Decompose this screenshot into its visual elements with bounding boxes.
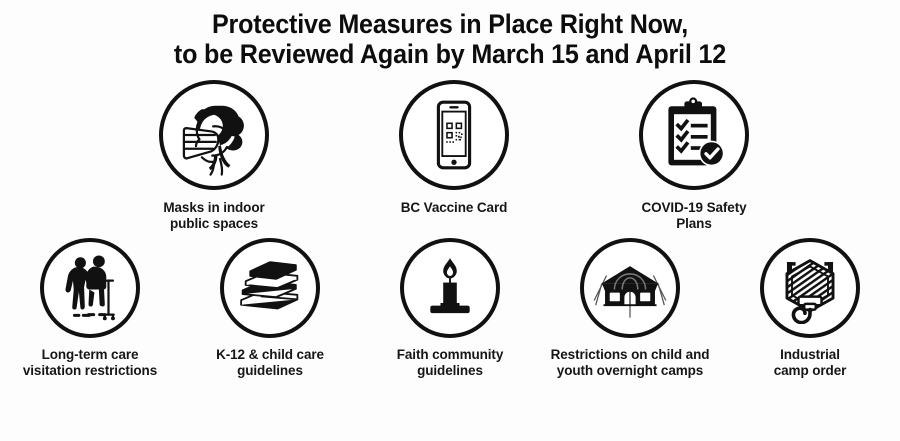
title-line-2: to be Reviewed Again by March 15 and Apr…: [173, 39, 727, 69]
measure-caption: K-12 & child care guidelines: [216, 347, 324, 379]
smartphone-qr-code-icon: [415, 96, 493, 174]
caption-line-2: guidelines: [237, 363, 303, 378]
caption-line-2: public spaces: [170, 216, 258, 231]
crane-hook-block-icon: [774, 252, 846, 324]
measure-item-faith-community[interactable]: Faith community guidelines: [360, 238, 540, 379]
stack-of-books-icon: [232, 250, 308, 326]
caption-line-1: Industrial: [780, 347, 840, 362]
page-title: Protective Measures in Place Right Now, …: [0, 0, 900, 69]
masked-face-icon: [171, 92, 257, 178]
measure-item-masks[interactable]: Masks in indoor public spaces: [94, 80, 334, 232]
caption-line-2: youth overnight camps: [556, 363, 704, 378]
title-line-1: Protective Measures in Place Right Now,: [211, 9, 689, 39]
caption-line-2: guidelines: [417, 363, 483, 378]
caption-line-1: Restrictions on child and: [550, 347, 710, 362]
measure-item-vaccine-card[interactable]: BC Vaccine Card: [334, 80, 574, 216]
caption-line-1: Faith community: [396, 347, 504, 362]
measure-item-industrial-camp[interactable]: Industrial camp order: [720, 238, 900, 379]
caption-line-1: BC Vaccine Card: [400, 200, 508, 215]
caption-line-1: K-12 & child care: [216, 347, 324, 362]
caption-line-2: Plans: [676, 216, 712, 231]
camping-tent-icon: [591, 249, 669, 327]
caption-line-2: visitation restrictions: [22, 363, 158, 378]
measure-icon-circle: [159, 80, 269, 190]
measure-caption: Faith community guidelines: [397, 347, 504, 379]
caregiver-elderly-walker-icon: [53, 251, 127, 325]
measure-item-safety-plans[interactable]: COVID-19 Safety Plans: [574, 80, 814, 232]
measure-icon-circle: [639, 80, 749, 190]
candle-flame-icon: [416, 254, 484, 322]
measures-row-1: Masks in indoor public spaces: [0, 80, 900, 232]
measure-icon-circle: [760, 238, 860, 338]
caption-line-1: Masks in indoor: [163, 200, 265, 215]
measure-icon-circle: [580, 238, 680, 338]
measure-item-overnight-camps[interactable]: Restrictions on child and youth overnigh…: [540, 238, 720, 379]
measure-item-long-term-care[interactable]: Long-term care visitation restrictions: [0, 238, 180, 379]
measure-icon-circle: [400, 238, 500, 338]
measure-icon-circle: [399, 80, 509, 190]
measure-caption: BC Vaccine Card: [401, 200, 508, 216]
measure-icon-circle: [40, 238, 140, 338]
measure-caption: Restrictions on child and youth overnigh…: [551, 347, 710, 379]
measure-caption: COVID-19 Safety Plans: [641, 200, 746, 232]
measure-icon-circle: [220, 238, 320, 338]
measure-item-k12-child-care[interactable]: K-12 & child care guidelines: [180, 238, 360, 379]
measure-caption: Long-term care visitation restrictions: [23, 347, 157, 379]
measure-caption: Masks in indoor public spaces: [163, 200, 264, 232]
measures-row-2: Long-term care visitation restrictions: [0, 238, 900, 379]
measure-caption: Industrial camp order: [774, 347, 847, 379]
caption-line-1: COVID-19 Safety: [641, 200, 747, 215]
caption-line-1: Long-term care: [41, 347, 139, 362]
clipboard-checklist-check-badge-icon: [654, 95, 734, 175]
caption-line-2: camp order: [773, 363, 847, 378]
